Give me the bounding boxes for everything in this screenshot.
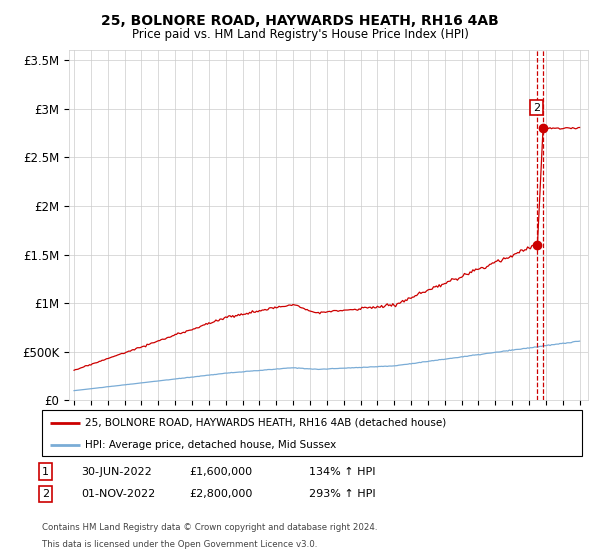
Text: 1: 1 — [42, 466, 49, 477]
Text: HPI: Average price, detached house, Mid Sussex: HPI: Average price, detached house, Mid … — [85, 440, 337, 450]
Text: 293% ↑ HPI: 293% ↑ HPI — [309, 489, 376, 499]
Text: This data is licensed under the Open Government Licence v3.0.: This data is licensed under the Open Gov… — [42, 540, 317, 549]
Text: 25, BOLNORE ROAD, HAYWARDS HEATH, RH16 4AB: 25, BOLNORE ROAD, HAYWARDS HEATH, RH16 4… — [101, 14, 499, 28]
Text: Price paid vs. HM Land Registry's House Price Index (HPI): Price paid vs. HM Land Registry's House … — [131, 28, 469, 41]
Text: 30-JUN-2022: 30-JUN-2022 — [81, 466, 152, 477]
Text: 25, BOLNORE ROAD, HAYWARDS HEATH, RH16 4AB (detached house): 25, BOLNORE ROAD, HAYWARDS HEATH, RH16 4… — [85, 418, 446, 428]
Text: £1,600,000: £1,600,000 — [189, 466, 252, 477]
Text: 2: 2 — [533, 102, 540, 113]
FancyBboxPatch shape — [42, 410, 582, 456]
Text: 2: 2 — [42, 489, 49, 499]
Text: 134% ↑ HPI: 134% ↑ HPI — [309, 466, 376, 477]
Text: Contains HM Land Registry data © Crown copyright and database right 2024.: Contains HM Land Registry data © Crown c… — [42, 523, 377, 532]
Text: 01-NOV-2022: 01-NOV-2022 — [81, 489, 155, 499]
Text: £2,800,000: £2,800,000 — [189, 489, 253, 499]
